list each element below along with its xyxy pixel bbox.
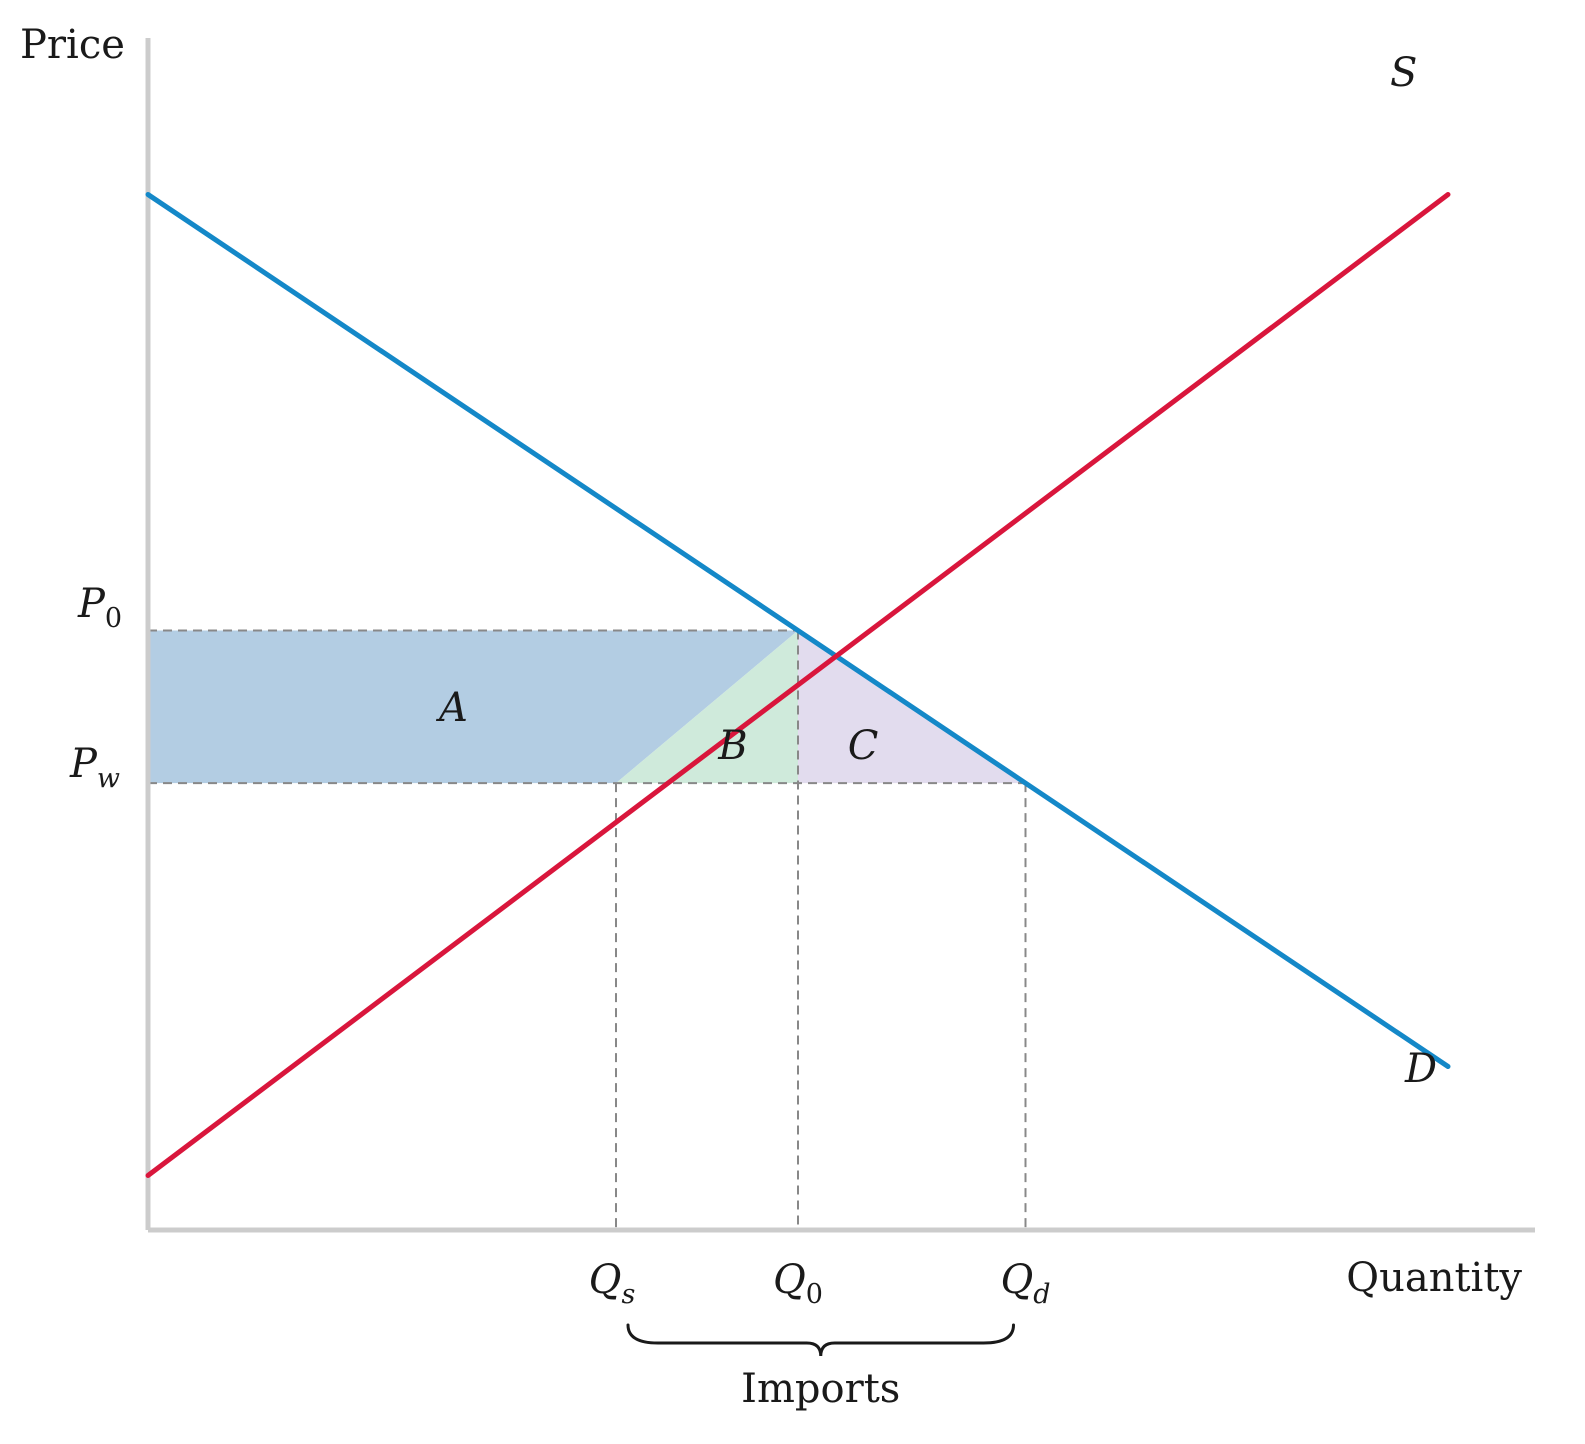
imports-brace	[626, 1323, 1015, 1357]
region-c-label: C	[848, 723, 879, 769]
region-a	[148, 630, 798, 784]
demand-curve-label: D	[1404, 1046, 1437, 1092]
region-a-label: A	[435, 685, 468, 731]
price-tick-label-pw: Pw	[69, 741, 120, 794]
demand-curve	[145, 192, 1451, 1069]
quantity-tick-label-qs: Qs	[589, 1257, 636, 1310]
imports-label: Imports	[741, 1366, 900, 1412]
quantity-tick-label-q0: Q0	[773, 1257, 823, 1310]
price-tick-label-p0: P0	[77, 581, 122, 634]
region-b	[616, 630, 798, 784]
x-axis-label: Quantity	[1346, 1255, 1522, 1301]
y-axis-label: Price	[20, 22, 125, 68]
region-b-label: B	[717, 723, 747, 769]
quantity-tick-label-qd: Qd	[1000, 1257, 1050, 1310]
supply-curve-label: S	[1390, 50, 1417, 96]
supply-curve	[145, 192, 1451, 1178]
